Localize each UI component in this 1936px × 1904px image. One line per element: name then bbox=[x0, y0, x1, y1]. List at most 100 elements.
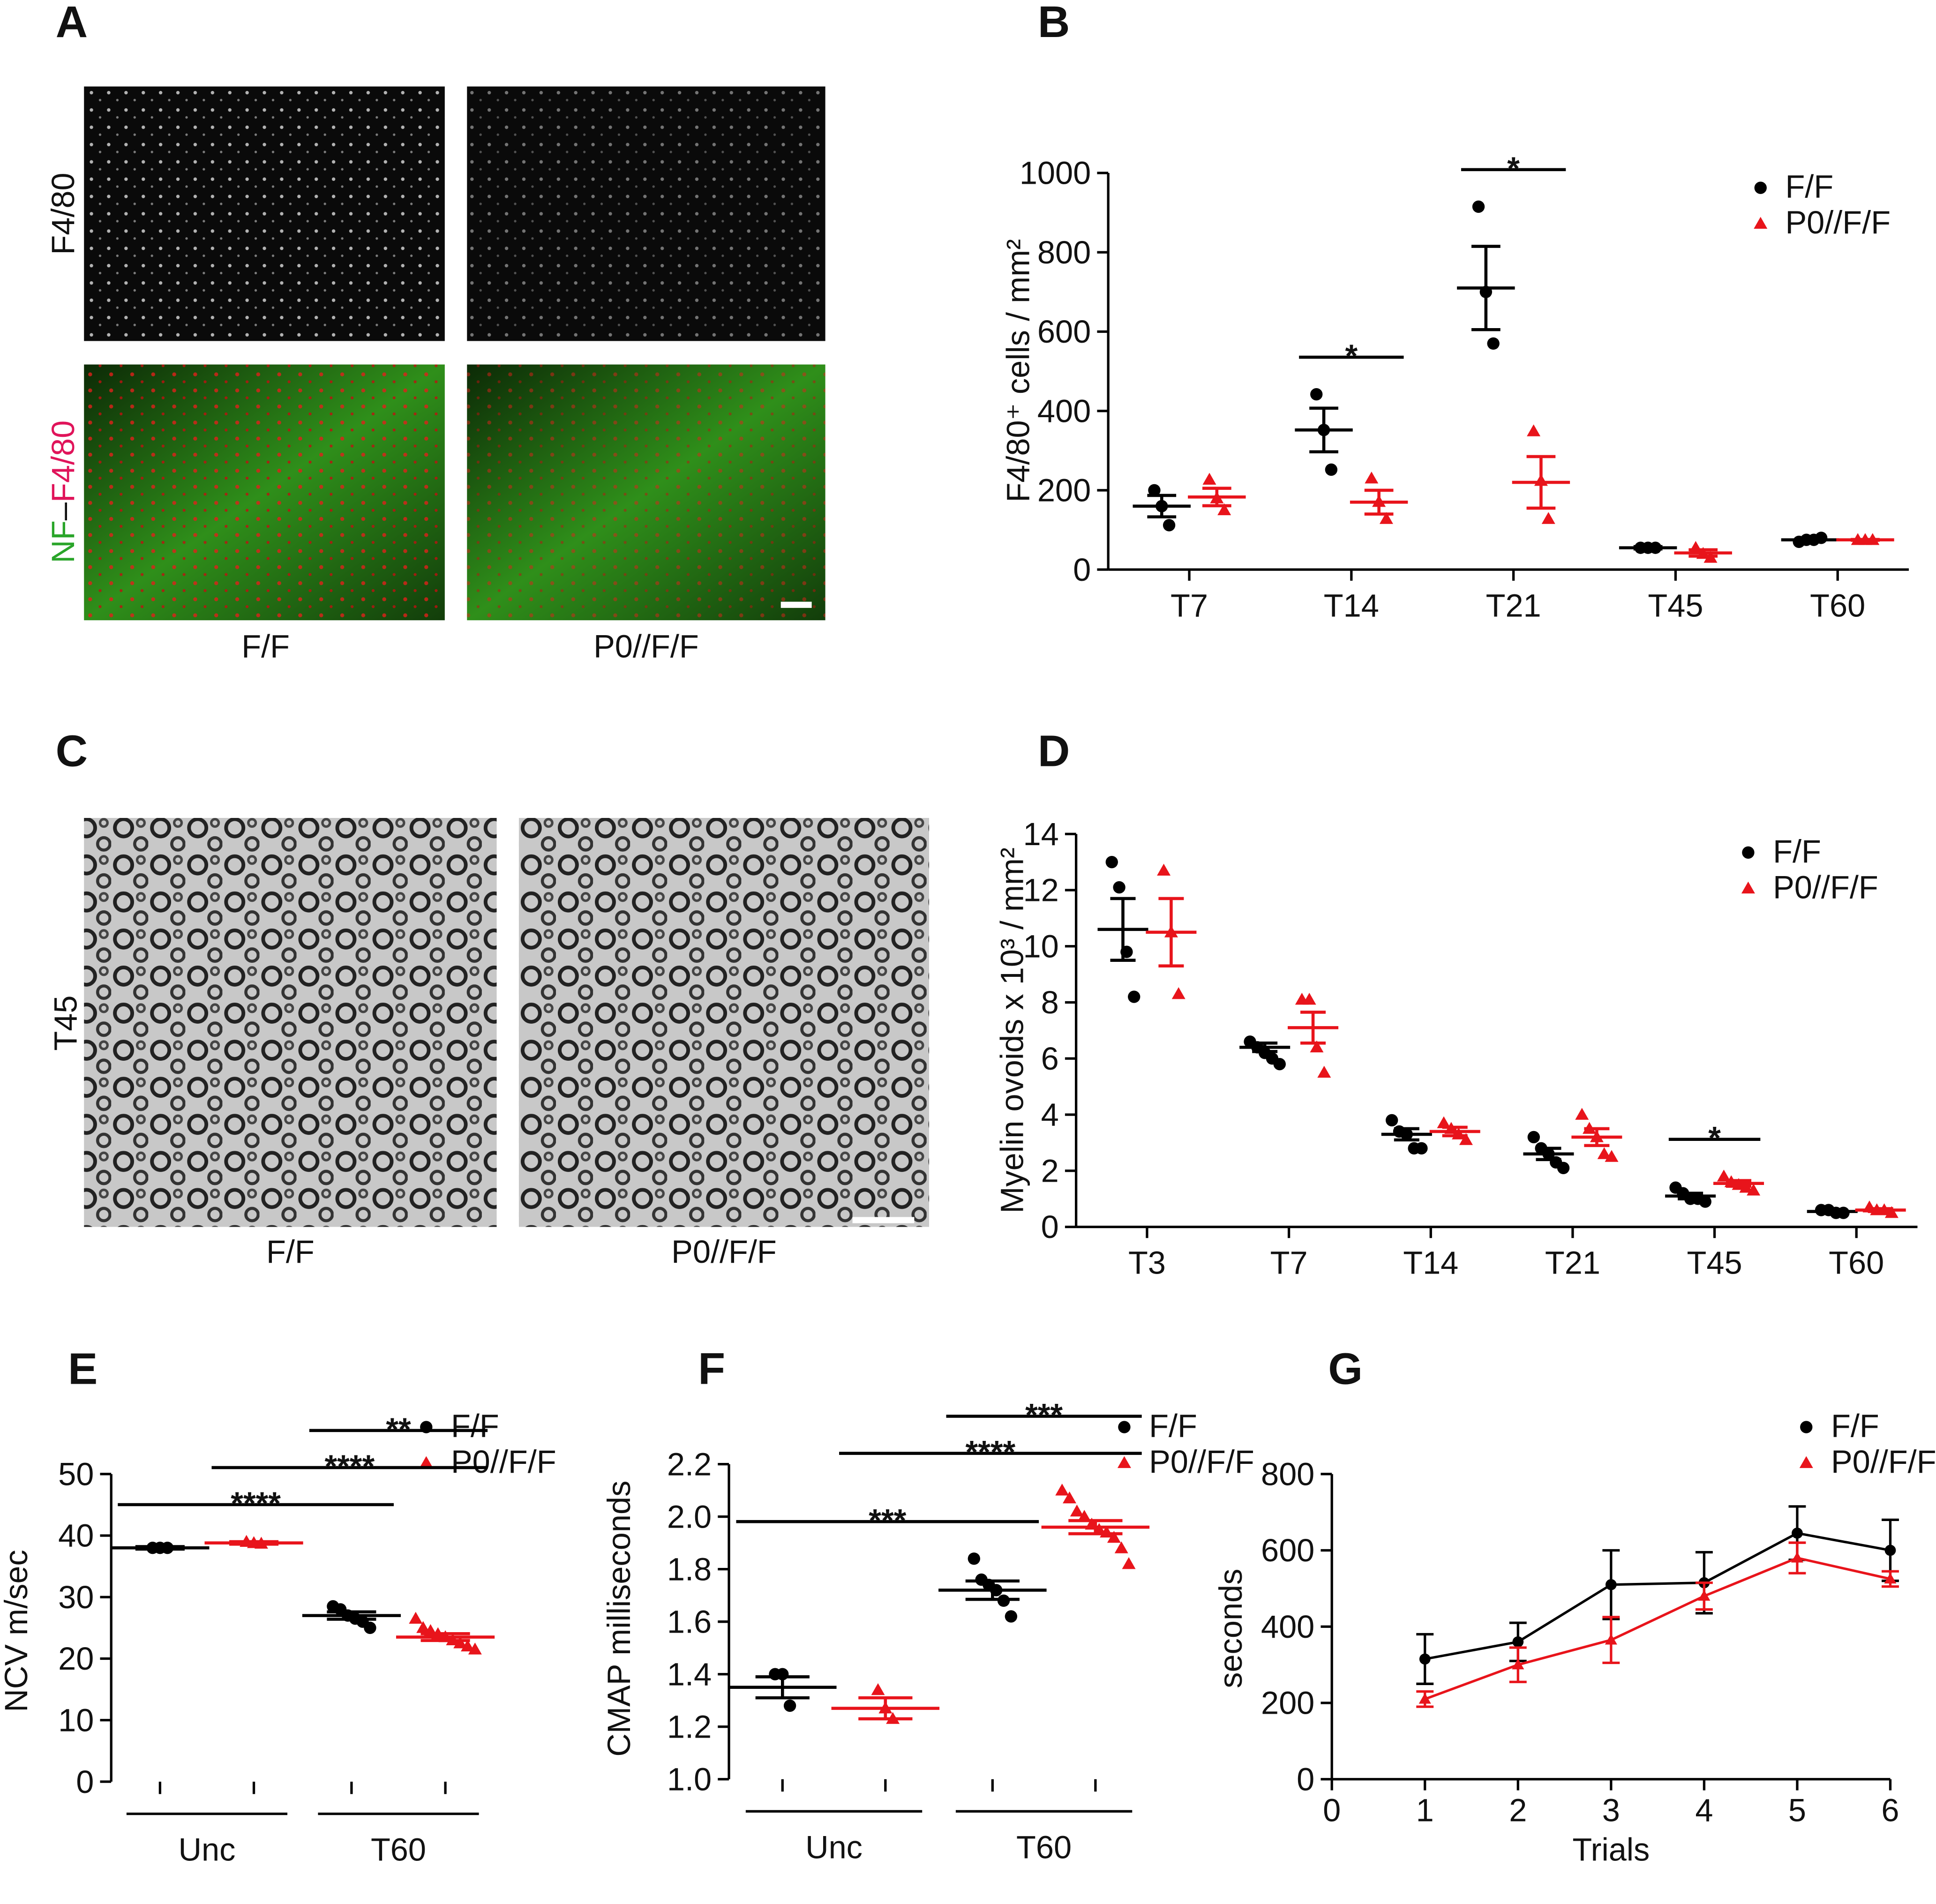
y-axis-label: CMAP milliseconds bbox=[601, 1481, 637, 1757]
y-tick-label: 2.0 bbox=[667, 1499, 712, 1535]
micrograph bbox=[84, 817, 497, 1227]
x-tick-label: T60 bbox=[1829, 1245, 1884, 1281]
y-tick-label: 200 bbox=[1261, 1685, 1314, 1721]
y-tick-label: 600 bbox=[1261, 1532, 1314, 1568]
data-point bbox=[1541, 512, 1555, 524]
y-axis-label: Myelin ovoids x 10³ / mm² bbox=[994, 847, 1030, 1214]
data-point bbox=[1512, 1658, 1524, 1670]
data-point bbox=[1217, 503, 1231, 516]
legend-marker bbox=[1742, 846, 1755, 859]
data-point bbox=[1302, 993, 1316, 1005]
y-tick-label: 1000 bbox=[1020, 155, 1091, 191]
x-tick-label: T14 bbox=[1324, 587, 1379, 623]
panel-letter: A bbox=[56, 0, 88, 47]
data-point bbox=[1005, 1610, 1018, 1623]
data-point bbox=[1310, 388, 1323, 401]
x-tick-label: 2 bbox=[1509, 1792, 1527, 1828]
x-tick-label: T45 bbox=[1687, 1245, 1742, 1281]
data-point bbox=[1310, 1040, 1324, 1053]
data-point bbox=[1575, 1108, 1589, 1120]
y-tick-label: 2 bbox=[1041, 1153, 1059, 1189]
data-point bbox=[1605, 1150, 1619, 1162]
data-point bbox=[1113, 881, 1126, 894]
panel-letter: B bbox=[1038, 0, 1070, 47]
y-tick-label: 14 bbox=[1023, 816, 1059, 852]
y-axis-label: NCV m/sec bbox=[0, 1550, 34, 1712]
y-tick-label: 1.0 bbox=[667, 1761, 712, 1797]
row-label: F4/80 bbox=[45, 172, 81, 255]
legend-marker bbox=[419, 1456, 433, 1468]
y-tick-label: 30 bbox=[58, 1579, 94, 1615]
legend-label: P0//F/F bbox=[1831, 1444, 1936, 1480]
legend-marker bbox=[1754, 217, 1768, 229]
data-point bbox=[409, 1612, 423, 1624]
legend-label: P0//F/F bbox=[1149, 1444, 1254, 1480]
y-axis-label: seconds bbox=[1213, 1569, 1249, 1688]
data-point bbox=[1418, 1693, 1431, 1704]
x-tick-label: 5 bbox=[1788, 1792, 1806, 1828]
y-tick-label: 0 bbox=[1041, 1209, 1059, 1245]
data-point bbox=[1063, 1491, 1077, 1504]
data-point bbox=[416, 1621, 430, 1633]
significance-label: * bbox=[1507, 150, 1520, 187]
x-tick-label: Unc bbox=[179, 1832, 236, 1868]
data-point bbox=[1605, 1579, 1617, 1590]
data-point bbox=[968, 1552, 980, 1565]
y-tick-label: 1.6 bbox=[667, 1604, 712, 1640]
data-point bbox=[1365, 472, 1379, 484]
data-point bbox=[1717, 1169, 1731, 1182]
data-point bbox=[1148, 484, 1161, 497]
legend-marker bbox=[1117, 1456, 1131, 1468]
data-point bbox=[453, 1636, 467, 1649]
x-tick-label: 1 bbox=[1416, 1792, 1434, 1828]
x-tick-label: 4 bbox=[1695, 1792, 1713, 1828]
line bbox=[1424, 1556, 1891, 1701]
data-point bbox=[1605, 1634, 1617, 1645]
y-tick-label: 0 bbox=[1297, 1761, 1314, 1797]
column-label: F/F bbox=[266, 1234, 315, 1270]
scale-bar bbox=[852, 1217, 915, 1223]
data-point bbox=[1114, 1541, 1128, 1553]
data-point bbox=[1077, 1510, 1091, 1522]
data-point bbox=[1597, 1147, 1611, 1159]
column-label: P0//F/F bbox=[593, 628, 699, 664]
x-tick-label: T21 bbox=[1545, 1245, 1600, 1281]
x-tick-label: Unc bbox=[805, 1829, 863, 1865]
x-tick-label: 6 bbox=[1881, 1792, 1899, 1828]
y-tick-label: 1.4 bbox=[667, 1656, 712, 1692]
data-point bbox=[1512, 1636, 1524, 1648]
y-tick-label: 6 bbox=[1041, 1041, 1059, 1077]
y-tick-label: 4 bbox=[1041, 1097, 1059, 1133]
row-label: T45 bbox=[47, 996, 83, 1051]
data-point bbox=[1527, 1131, 1540, 1144]
data-point bbox=[1202, 472, 1216, 485]
data-point bbox=[1419, 1653, 1431, 1665]
data-point bbox=[1171, 987, 1186, 999]
micrograph-texture bbox=[84, 364, 445, 621]
x-axis-label: Trials bbox=[1572, 1832, 1650, 1868]
x-tick-label: T21 bbox=[1486, 587, 1541, 623]
x-tick-label: T60 bbox=[1810, 587, 1865, 623]
legend-label: P0//F/F bbox=[1785, 204, 1891, 240]
y-tick-label: 8 bbox=[1041, 984, 1059, 1020]
column-label: F/F bbox=[241, 628, 290, 664]
legend-marker bbox=[1799, 1456, 1813, 1468]
data-point bbox=[783, 1699, 796, 1712]
significance-label: *** bbox=[1025, 1397, 1063, 1433]
data-point bbox=[1128, 990, 1141, 1003]
row-label: NF–F4/80 bbox=[45, 420, 81, 563]
micrograph-texture bbox=[467, 364, 825, 621]
y-tick-label: 2.2 bbox=[667, 1446, 712, 1482]
data-point bbox=[1163, 519, 1176, 532]
x-tick-label: T45 bbox=[1648, 587, 1703, 623]
y-tick-label: 1.8 bbox=[667, 1551, 712, 1587]
significance-label: * bbox=[1708, 1120, 1721, 1156]
data-point bbox=[1273, 1058, 1286, 1071]
data-point bbox=[364, 1621, 376, 1634]
x-tick-label: T60 bbox=[371, 1832, 426, 1868]
data-point bbox=[1317, 1065, 1331, 1078]
data-point bbox=[468, 1642, 482, 1655]
data-point bbox=[461, 1639, 475, 1652]
legend-label: F/F bbox=[1773, 833, 1821, 870]
